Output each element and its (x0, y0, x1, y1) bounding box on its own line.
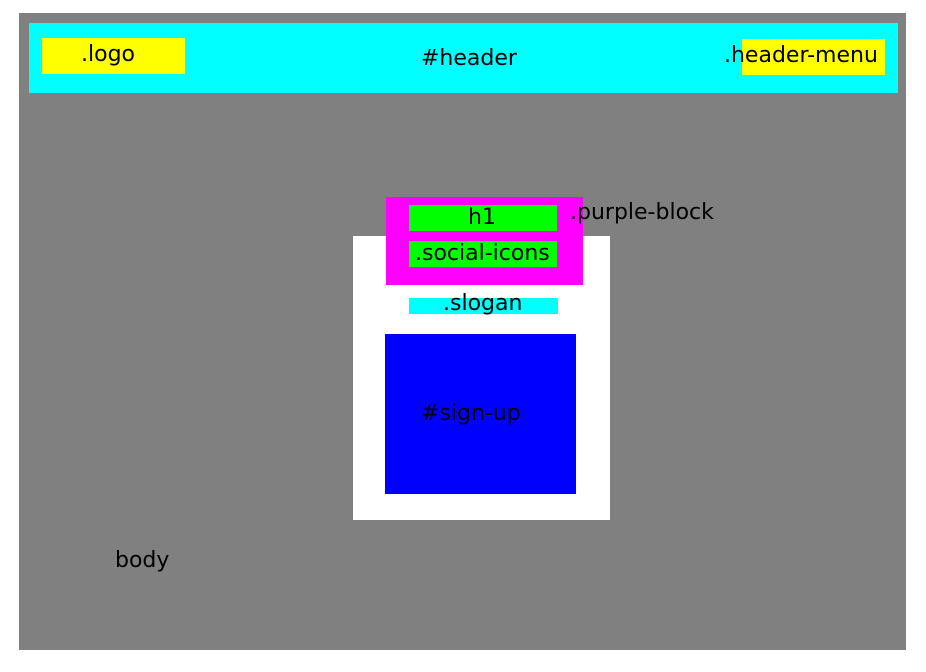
slogan-label: .slogan (443, 291, 523, 316)
social-icons-label: .social-icons (415, 241, 550, 266)
header-menu-label: .header-menu (724, 43, 878, 68)
sign-up-block (385, 334, 576, 494)
h1-block (409, 205, 557, 231)
header-label: #header (421, 46, 517, 71)
h1-label: h1 (468, 205, 496, 230)
sign-up-label: #sign-up (421, 401, 521, 426)
body-label: body (115, 548, 170, 573)
logo-block (42, 38, 185, 74)
header-menu-block (742, 39, 885, 75)
logo-label: .logo (81, 42, 135, 67)
slogan-block (409, 298, 558, 314)
purple-block-label: .purple-block (570, 200, 714, 225)
social-icons-block (409, 241, 557, 267)
